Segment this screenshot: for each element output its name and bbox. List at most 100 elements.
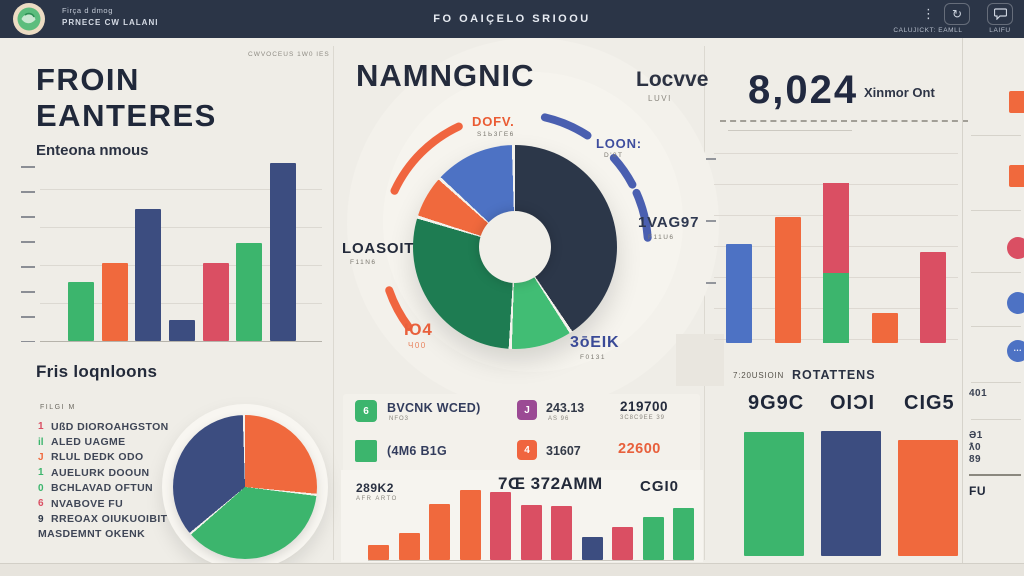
table-row1-name-sub: NFO3 [389, 416, 410, 422]
donut-sublabel-left: F11N6 [350, 259, 377, 266]
edge-divider [971, 382, 1021, 383]
chat-label: LAIFU [989, 27, 1011, 34]
table-row1-green-icon: 6 [355, 400, 377, 422]
left-chart-title: Enteona nmous [36, 142, 149, 159]
legend-marker-icon: 6 [38, 498, 44, 510]
wide-bar-chart[interactable] [744, 428, 958, 556]
table-row1-purple-icon: J [517, 400, 537, 420]
mid-stat-center: 7Œ 372AMM [498, 474, 603, 493]
icon-glyph: J [524, 404, 530, 416]
page-title: FO OAIÇELO SRIOOU [433, 13, 591, 25]
column-divider [333, 46, 334, 560]
chat-button[interactable] [987, 3, 1013, 25]
bar [202, 262, 229, 341]
legend-label: NVABOVE FU [51, 497, 124, 510]
edge-divider [971, 326, 1021, 327]
legend-item[interactable]: 6 NVABOVE FU [38, 496, 248, 511]
brand-line2: PRNECE CW LALANI [62, 18, 159, 27]
nav-menu-group: ⋮ ↻ CALUJICKT: EAMLL [886, 3, 970, 34]
right-bar-chart[interactable] [714, 153, 958, 343]
donut-label-left: LOASOIT [342, 240, 415, 257]
middle-right-label: Locvve [636, 68, 709, 91]
main-panel: CWVOCEUS 1W0 IES FROIN EANTERES Enteona … [0, 38, 1024, 576]
orange-square-icon[interactable] [1009, 91, 1024, 113]
edge-rule [969, 474, 1021, 476]
donut-label-bottomright: 3ōEIK [570, 334, 620, 351]
donut-hole [479, 211, 551, 283]
legend-marker-icon: 9 [38, 513, 44, 525]
left-pie-chart[interactable] [173, 415, 317, 559]
bar [642, 517, 664, 560]
bar [920, 251, 946, 343]
bar [398, 532, 420, 560]
bar [269, 163, 296, 341]
legend-label: BCHLAVAD OFTUN [51, 482, 154, 495]
legend-label: UßD DIOROAHGSTON [51, 420, 169, 433]
blue-circle-icon[interactable] [1007, 292, 1024, 314]
bar [551, 506, 572, 560]
app-logo-icon[interactable] [12, 2, 46, 36]
kpi-label: Xinmor Ont [864, 85, 935, 100]
stat-value-1: 9G9C [748, 392, 805, 414]
legend-item[interactable]: 1 AUELURK DOOUN [38, 465, 248, 480]
table-row1-value-sub: AS 96 [548, 416, 570, 422]
table-row2-name[interactable]: (4M6 B1G [387, 444, 448, 458]
legend-label: AUELURK DOOUN [51, 466, 150, 479]
bar [898, 439, 958, 556]
donut-sublabel-topright: D'0T [604, 152, 624, 159]
edge-divider [971, 135, 1021, 136]
bar-segment [823, 183, 849, 273]
donut-sublabel-bottomright: F0131 [580, 354, 606, 361]
donut-chart[interactable] [413, 145, 617, 349]
legend-item[interactable]: MASDEMNT OKENK [38, 527, 248, 542]
bar [744, 431, 804, 556]
left-bar-chart[interactable] [40, 163, 322, 342]
brand-block: Firça d dmog PRNECE CW LALANI [62, 6, 158, 27]
refresh-button[interactable]: ↻ [944, 3, 970, 25]
edge-divider [971, 210, 1021, 211]
donut-decorative-arcs [385, 113, 652, 332]
legend-section-title: Fris loqnloons [36, 362, 158, 381]
legend-marker-icon: J [38, 451, 44, 463]
edge-divider [971, 272, 1021, 273]
legend-item[interactable]: 1 UßD DIOROAHGSTON [38, 419, 248, 434]
blue-dots-circle-icon[interactable]: ••• [1007, 340, 1024, 362]
bar [726, 243, 752, 343]
red-circle-icon[interactable] [1007, 237, 1024, 259]
left-section-title: FROIN EANTERES [36, 62, 217, 134]
bar [68, 282, 94, 341]
title-line1: FROIN [36, 62, 140, 97]
bar [168, 319, 195, 341]
legend-label: RREOAX OIUKUOIBIT [51, 513, 168, 526]
bar [459, 490, 481, 560]
donut-sublabel-top: S1Ь3ГЕ6 [477, 131, 515, 138]
chat-bubble-icon [993, 8, 1007, 20]
thin-divider [728, 130, 852, 131]
kpi-number: 8,024 [748, 68, 859, 112]
kebab-menu-icon[interactable]: ⋮ [922, 6, 935, 21]
table-row1-name[interactable]: BVCNK WCED) [387, 401, 481, 415]
edge-panel: ••• 401 Ə1 ƛ0 89 FU [962, 38, 1024, 564]
bar [490, 492, 511, 560]
table-row2-value: 31607 [546, 444, 581, 458]
legend-item[interactable]: il ALED UAGME [38, 434, 248, 449]
bar [673, 508, 694, 560]
middle-bar-chart[interactable] [368, 490, 694, 561]
bar [581, 536, 603, 560]
bar [135, 209, 162, 341]
legend-item[interactable]: 0 BCHLAVAD OFTUN [38, 481, 248, 496]
orange-square-icon[interactable] [1009, 165, 1024, 187]
table-row2-green-icon [355, 440, 377, 462]
menu-label: CALUJICKT: EAMLL [893, 27, 963, 34]
donut-label-right: 1VAG97 [638, 214, 700, 231]
legend-label: MASDEMNT OKENK [38, 528, 146, 541]
legend-label: RLUL DEDK ODO [51, 451, 144, 464]
corner-note: CWVOCEUS 1W0 IES [248, 51, 330, 58]
legend-marker-icon: 1 [38, 467, 44, 479]
legend-item[interactable]: 9 RREOAX OIUKUOIBIT [38, 511, 248, 526]
bar [871, 312, 898, 343]
refresh-icon: ↻ [951, 7, 963, 21]
bar [821, 430, 881, 556]
bar [101, 262, 128, 341]
legend-item[interactable]: J RLUL DEDK ODO [38, 450, 248, 465]
